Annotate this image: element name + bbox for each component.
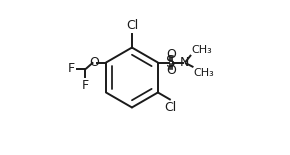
Text: CH₃: CH₃ [193, 68, 214, 78]
Text: CH₃: CH₃ [191, 45, 212, 55]
Text: O: O [90, 56, 99, 69]
Text: O: O [166, 64, 176, 77]
Text: F: F [82, 79, 89, 92]
Text: Cl: Cl [126, 20, 138, 33]
Text: N: N [180, 56, 189, 69]
Text: O: O [166, 48, 176, 61]
Text: Cl: Cl [164, 101, 176, 114]
Text: F: F [68, 62, 75, 75]
Text: S: S [166, 55, 176, 70]
